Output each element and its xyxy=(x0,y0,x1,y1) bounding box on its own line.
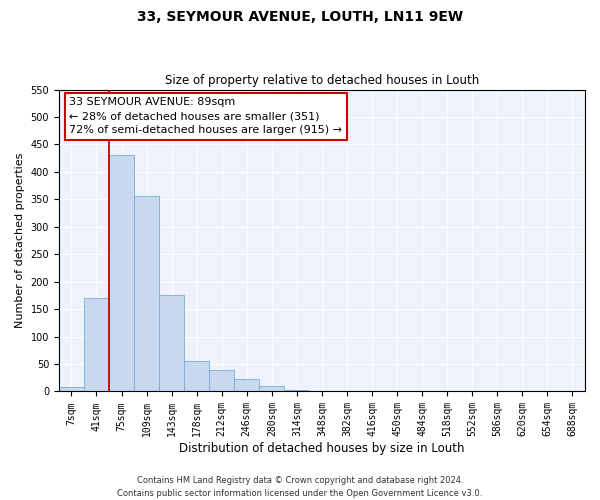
Bar xyxy=(184,360,209,392)
X-axis label: Distribution of detached houses by size in Louth: Distribution of detached houses by size … xyxy=(179,442,465,455)
Bar xyxy=(134,196,159,392)
Bar xyxy=(259,386,284,392)
Bar xyxy=(159,296,184,392)
Text: Contains HM Land Registry data © Crown copyright and database right 2024.
Contai: Contains HM Land Registry data © Crown c… xyxy=(118,476,482,498)
Bar xyxy=(535,391,560,392)
Bar xyxy=(209,370,234,392)
Bar xyxy=(59,387,84,392)
Bar xyxy=(284,390,310,392)
Bar xyxy=(84,298,109,392)
Text: 33, SEYMOUR AVENUE, LOUTH, LN11 9EW: 33, SEYMOUR AVENUE, LOUTH, LN11 9EW xyxy=(137,10,463,24)
Y-axis label: Number of detached properties: Number of detached properties xyxy=(15,153,25,328)
Title: Size of property relative to detached houses in Louth: Size of property relative to detached ho… xyxy=(165,74,479,87)
Bar xyxy=(234,380,259,392)
Bar xyxy=(385,391,410,392)
Text: 33 SEYMOUR AVENUE: 89sqm
← 28% of detached houses are smaller (351)
72% of semi-: 33 SEYMOUR AVENUE: 89sqm ← 28% of detach… xyxy=(70,97,343,135)
Bar xyxy=(109,156,134,392)
